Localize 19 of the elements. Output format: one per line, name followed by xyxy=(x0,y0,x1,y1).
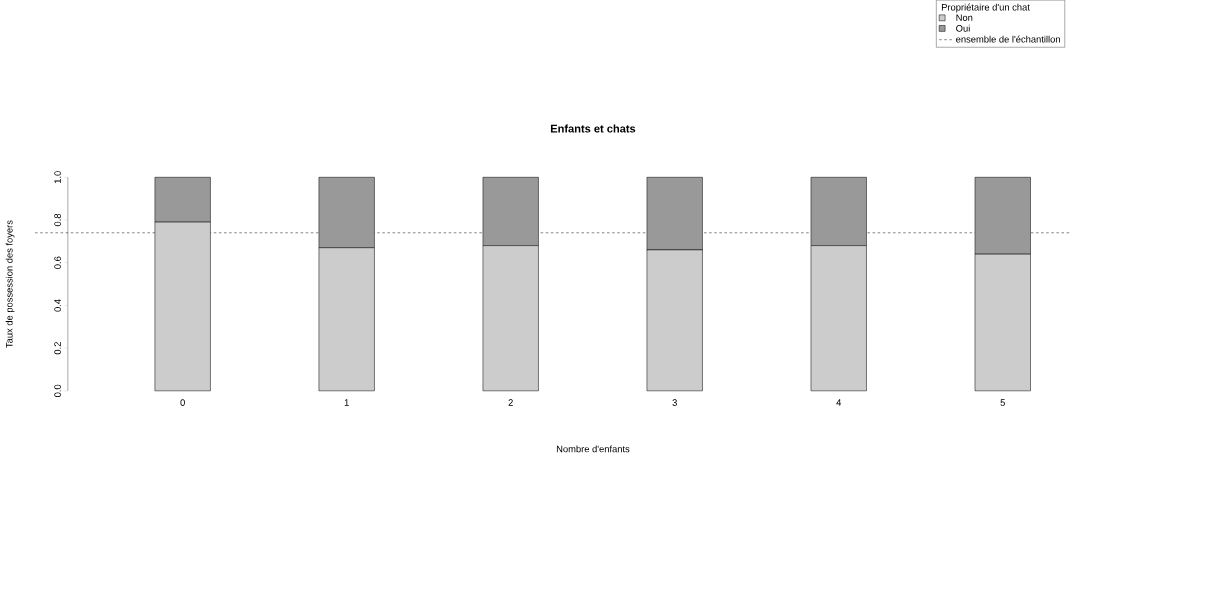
y-tick-label: 0.4 xyxy=(54,299,61,312)
legend-label: ensemble de l'échantillon xyxy=(956,35,1060,43)
x-tick-label: 4 xyxy=(836,399,842,406)
legend-label: Oui xyxy=(956,24,970,32)
chart-title: Enfants et chats xyxy=(550,124,636,133)
x-tick-label: 2 xyxy=(508,399,513,406)
x-axis-title: Nombre d'enfants xyxy=(556,445,630,453)
y-tick-label: 0.8 xyxy=(54,213,61,227)
legend-title: Propriétaire d'un chat xyxy=(941,3,1030,13)
x-tick-label: 1 xyxy=(344,399,349,406)
y-tick-label: 0.2 xyxy=(54,342,61,355)
x-tick-label: 0 xyxy=(180,399,185,406)
y-tick-label: 0.0 xyxy=(54,384,61,398)
y-axis-title: Taux de possession des foyers xyxy=(5,220,15,348)
y-tick-label: 1.0 xyxy=(54,171,61,184)
y-tick-label: 0.6 xyxy=(54,256,61,269)
x-tick-label: 5 xyxy=(1000,399,1005,406)
x-tick-label: 3 xyxy=(672,399,677,406)
legend-label: Non xyxy=(956,14,973,22)
